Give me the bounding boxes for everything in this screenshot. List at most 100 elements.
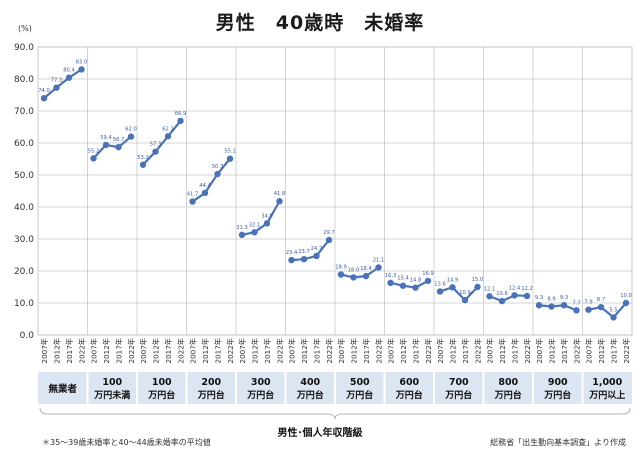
x-tick-label: 2007年 bbox=[337, 338, 346, 363]
x-tick-label: 2012年 bbox=[399, 338, 408, 363]
data-point bbox=[597, 303, 605, 311]
x-tick-label: 2017年 bbox=[610, 338, 619, 363]
x-tick-label: 2017年 bbox=[412, 338, 421, 363]
category-label-amount: 1,000 bbox=[592, 377, 622, 388]
x-tick-label: 2017年 bbox=[560, 338, 569, 363]
data-point bbox=[115, 143, 122, 151]
x-tick-label: 2017年 bbox=[115, 338, 124, 363]
data-label: 12.2 bbox=[521, 286, 533, 292]
x-tick-label: 2012年 bbox=[449, 338, 458, 363]
x-tick-label: 2007年 bbox=[189, 338, 198, 363]
data-point bbox=[474, 283, 481, 291]
series-line bbox=[489, 294, 528, 303]
x-tick-label: 2022年 bbox=[523, 338, 532, 363]
data-label: 59.4 bbox=[100, 135, 112, 141]
data-point bbox=[375, 264, 382, 271]
y-tick-label: 20.0 bbox=[14, 267, 34, 277]
data-label: 9.3 bbox=[560, 295, 568, 301]
data-label: 57.3 bbox=[150, 142, 162, 148]
x-tick-label: 2012年 bbox=[300, 338, 309, 363]
data-label: 23.4 bbox=[286, 250, 298, 256]
data-point bbox=[449, 284, 456, 291]
x-tick-label: 2017年 bbox=[511, 338, 520, 363]
x-tick-label: 2017年 bbox=[65, 338, 74, 363]
series-line bbox=[340, 266, 380, 279]
data-label: 15.4 bbox=[397, 276, 409, 282]
data-point bbox=[214, 170, 221, 178]
data-label: 12.4 bbox=[509, 285, 521, 291]
category-label-unit: 万円台 bbox=[246, 389, 274, 401]
y-tick-label: 0.0 bbox=[20, 331, 35, 341]
y-tick-label: 30.0 bbox=[14, 235, 34, 245]
x-tick-label: 2022年 bbox=[573, 338, 582, 363]
data-point bbox=[263, 220, 271, 227]
footnote: ＊35～39歳未婚率と40～44歳未婚率の平均値 bbox=[42, 438, 211, 447]
x-tick-label: 2017年 bbox=[263, 338, 272, 363]
data-label: 32.1 bbox=[249, 222, 261, 228]
data-point bbox=[226, 155, 234, 162]
y-tick-label: 60.0 bbox=[14, 139, 34, 149]
y-tick-label: 50.0 bbox=[14, 171, 34, 181]
series-line bbox=[241, 200, 281, 236]
y-tick-label: 80.0 bbox=[14, 75, 34, 85]
category-label-unit: 万円台 bbox=[494, 389, 522, 401]
category-label-amount: 900 bbox=[548, 377, 568, 388]
data-label: 7.7 bbox=[572, 300, 580, 306]
series-line bbox=[588, 302, 627, 319]
category-label-amount: 300 bbox=[251, 377, 271, 388]
category-brace bbox=[39, 407, 631, 420]
data-label: 41.8 bbox=[274, 191, 286, 197]
data-label: 10.6 bbox=[496, 291, 508, 297]
category-label-unit: 万円台 bbox=[444, 389, 472, 401]
series-line bbox=[390, 279, 429, 289]
data-point bbox=[127, 133, 135, 140]
data-point bbox=[498, 297, 506, 305]
data-point bbox=[177, 117, 184, 125]
category-label-unit: 万円台 bbox=[147, 389, 175, 401]
x-tick-label: 2007年 bbox=[139, 338, 148, 363]
category-label-amount: 800 bbox=[498, 377, 518, 388]
series-line bbox=[291, 239, 330, 262]
x-tick-label: 2012年 bbox=[350, 338, 359, 363]
x-tick-label: 2022年 bbox=[474, 338, 483, 363]
series-line bbox=[439, 286, 479, 302]
category-label-unit: 万円台 bbox=[197, 389, 225, 401]
category-label-unit: 万円台 bbox=[296, 389, 324, 401]
data-label: 34.9 bbox=[261, 213, 273, 219]
data-label: 16.3 bbox=[385, 273, 397, 279]
data-point bbox=[313, 252, 320, 260]
data-point bbox=[139, 161, 147, 168]
x-tick-label: 2022年 bbox=[78, 338, 87, 363]
data-point bbox=[337, 271, 345, 278]
data-point bbox=[511, 292, 518, 299]
y-tick-label: 40.0 bbox=[14, 203, 34, 213]
x-tick-label: 2017年 bbox=[461, 338, 470, 363]
data-label: 44.4 bbox=[199, 183, 211, 189]
x-tick-label: 2017年 bbox=[313, 338, 322, 363]
x-tick-label: 2007年 bbox=[585, 338, 594, 363]
data-label: 14.8 bbox=[410, 278, 422, 284]
category-label-amount: 500 bbox=[350, 377, 370, 388]
data-point bbox=[362, 272, 370, 280]
data-point bbox=[276, 198, 283, 205]
source-note: 総務省「出生動向基本調査」より作成 bbox=[490, 438, 626, 447]
data-point bbox=[560, 302, 568, 309]
x-tick-label: 2012年 bbox=[201, 338, 210, 363]
data-label: 55.2 bbox=[88, 148, 100, 154]
x-tick-label: 2012年 bbox=[102, 338, 111, 363]
category-label-amount: 700 bbox=[449, 377, 469, 388]
data-label: 31.3 bbox=[236, 225, 248, 231]
data-point bbox=[189, 198, 196, 205]
data-label: 74.0 bbox=[38, 88, 50, 94]
category-label-unit: 万円台 bbox=[345, 389, 373, 401]
series-line bbox=[191, 157, 231, 203]
data-point bbox=[65, 74, 73, 81]
data-point bbox=[350, 274, 357, 281]
category-label-unit: 万円台 bbox=[543, 389, 571, 401]
data-point bbox=[325, 236, 333, 244]
data-label: 83.0 bbox=[76, 59, 88, 65]
data-point bbox=[251, 229, 258, 236]
data-point bbox=[90, 155, 97, 162]
x-tick-label: 2007年 bbox=[288, 338, 297, 363]
